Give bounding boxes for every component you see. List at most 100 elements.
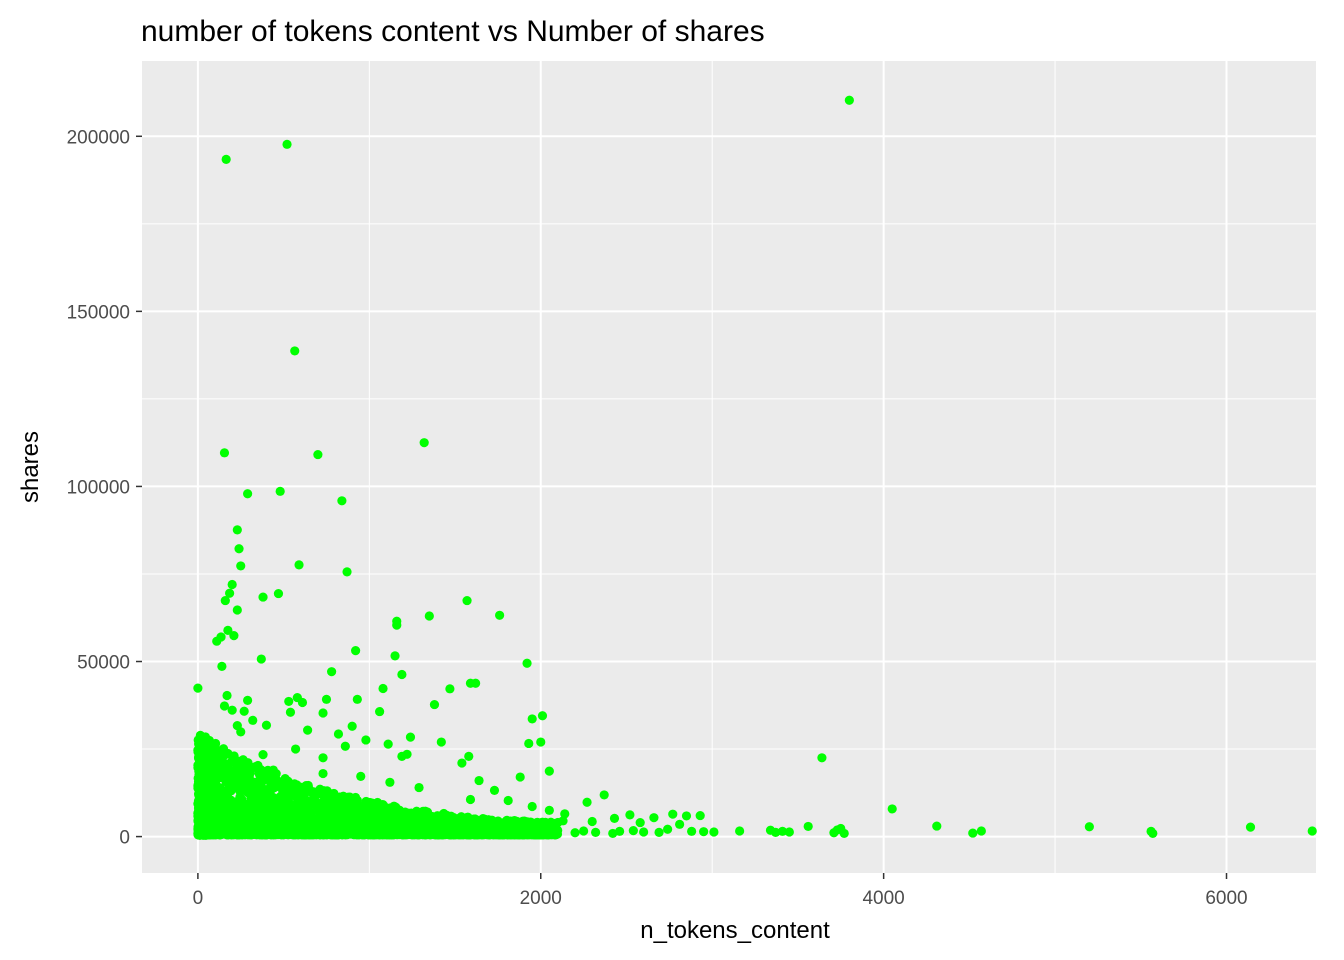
data-point — [219, 701, 230, 711]
data-point — [579, 826, 589, 836]
data-point — [968, 828, 978, 838]
data-point — [352, 694, 362, 704]
data-point — [309, 787, 319, 797]
data-point — [239, 706, 249, 716]
data-point — [887, 804, 897, 814]
data-point — [735, 826, 745, 836]
data-point — [394, 828, 404, 839]
data-point — [318, 708, 328, 718]
data-points — [193, 95, 1317, 840]
data-point — [544, 805, 554, 815]
data-point — [443, 825, 454, 835]
data-point — [462, 595, 472, 606]
data-point — [196, 733, 206, 743]
data-point — [663, 824, 673, 834]
data-point — [313, 449, 323, 460]
plot-panel — [142, 61, 1316, 873]
data-point — [540, 823, 550, 833]
data-point — [547, 828, 557, 838]
data-point — [257, 824, 267, 834]
data-point — [303, 725, 313, 735]
data-point — [223, 748, 233, 759]
data-point — [299, 830, 309, 840]
data-point — [649, 813, 659, 823]
data-point — [356, 771, 366, 781]
data-point — [525, 829, 535, 839]
data-point — [281, 777, 291, 787]
data-point — [709, 827, 719, 837]
data-point — [470, 830, 480, 840]
chart-title: number of tokens content vs Number of sh… — [141, 15, 765, 48]
data-point — [257, 792, 267, 802]
data-point — [536, 737, 546, 747]
data-point — [475, 821, 485, 831]
data-point — [228, 797, 238, 808]
data-point — [383, 739, 393, 749]
data-point — [294, 560, 304, 570]
data-point — [258, 592, 268, 602]
data-point — [524, 738, 534, 749]
data-point — [248, 715, 258, 725]
data-point — [522, 658, 532, 668]
y-tick-label: 50000 — [77, 653, 130, 674]
data-point — [362, 798, 373, 808]
data-point — [404, 829, 414, 839]
data-point — [316, 798, 326, 808]
data-point — [503, 795, 513, 806]
data-point — [232, 605, 242, 615]
data-point — [220, 595, 230, 606]
data-point — [282, 139, 292, 149]
data-point — [243, 813, 253, 824]
data-point — [784, 827, 794, 837]
data-point — [419, 438, 429, 448]
data-point — [1084, 822, 1094, 832]
data-point — [615, 826, 625, 836]
data-point — [771, 827, 781, 837]
data-point — [225, 588, 235, 598]
data-point — [203, 828, 213, 838]
data-point — [245, 786, 255, 796]
y-axis: 0 50000 100000 150000 200000 — [67, 127, 142, 849]
data-point — [279, 819, 289, 830]
data-point — [474, 775, 484, 786]
data-point — [537, 711, 548, 721]
data-point — [225, 824, 236, 834]
x-tick-label: 4000 — [862, 888, 904, 909]
data-point — [639, 827, 649, 837]
data-point — [292, 829, 302, 840]
data-point — [215, 748, 225, 758]
data-point — [232, 525, 242, 535]
data-point — [434, 820, 445, 830]
data-point — [654, 827, 664, 837]
data-point — [230, 808, 240, 819]
data-point — [258, 750, 268, 760]
data-point — [599, 790, 609, 800]
y-tick-label: 0 — [119, 828, 130, 849]
data-point — [285, 707, 296, 717]
data-point — [272, 824, 282, 834]
data-point — [1148, 828, 1158, 839]
data-point — [466, 815, 476, 825]
x-axis: 0 2000 4000 6000 — [193, 873, 1248, 909]
data-point — [294, 817, 305, 827]
data-point — [445, 684, 455, 694]
data-point — [461, 829, 471, 839]
data-point — [243, 695, 253, 705]
x-tick-label: 2000 — [520, 888, 562, 909]
data-point — [471, 678, 481, 688]
data-point — [243, 758, 253, 768]
data-point — [360, 811, 370, 821]
data-point — [477, 829, 487, 840]
data-point — [196, 809, 206, 819]
data-point — [427, 829, 437, 840]
data-point — [326, 820, 336, 830]
data-point — [1245, 822, 1256, 832]
data-point — [635, 817, 645, 828]
data-point — [424, 611, 434, 621]
data-point — [368, 828, 378, 838]
data-point — [439, 808, 449, 819]
data-point — [390, 651, 400, 661]
data-point — [212, 815, 222, 825]
data-point — [229, 630, 239, 641]
data-point — [295, 790, 305, 800]
